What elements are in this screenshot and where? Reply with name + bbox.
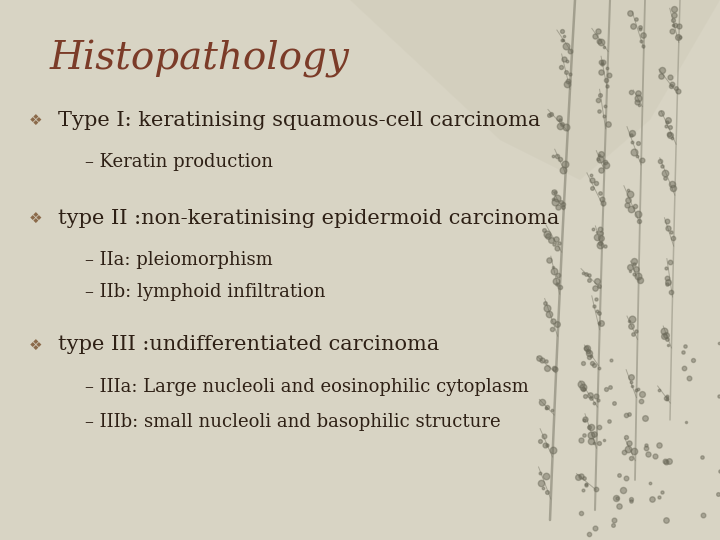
Text: – IIIa: Large nucleoli and eosinophilic cytoplasm: – IIIa: Large nucleoli and eosinophilic …: [85, 378, 528, 396]
Text: ❖: ❖: [30, 112, 42, 127]
Text: – Keratin production: – Keratin production: [85, 153, 273, 171]
Text: Type I: keratinising squamous-cell carcinoma: Type I: keratinising squamous-cell carci…: [58, 111, 541, 130]
Text: – IIIb: small nucleoli and basophilic structure: – IIIb: small nucleoli and basophilic st…: [85, 413, 500, 431]
Text: type III :undifferentiated carcinoma: type III :undifferentiated carcinoma: [58, 335, 439, 354]
Text: – IIb: lymphoid infiltration: – IIb: lymphoid infiltration: [85, 283, 325, 301]
Polygon shape: [350, 0, 720, 180]
Text: ❖: ❖: [30, 338, 42, 353]
Text: Histopathology: Histopathology: [50, 40, 350, 78]
Text: – IIa: pleiomorphism: – IIa: pleiomorphism: [85, 251, 273, 269]
Text: ❖: ❖: [30, 211, 42, 226]
Text: type II :non-keratinising epidermoid carcinoma: type II :non-keratinising epidermoid car…: [58, 208, 559, 227]
